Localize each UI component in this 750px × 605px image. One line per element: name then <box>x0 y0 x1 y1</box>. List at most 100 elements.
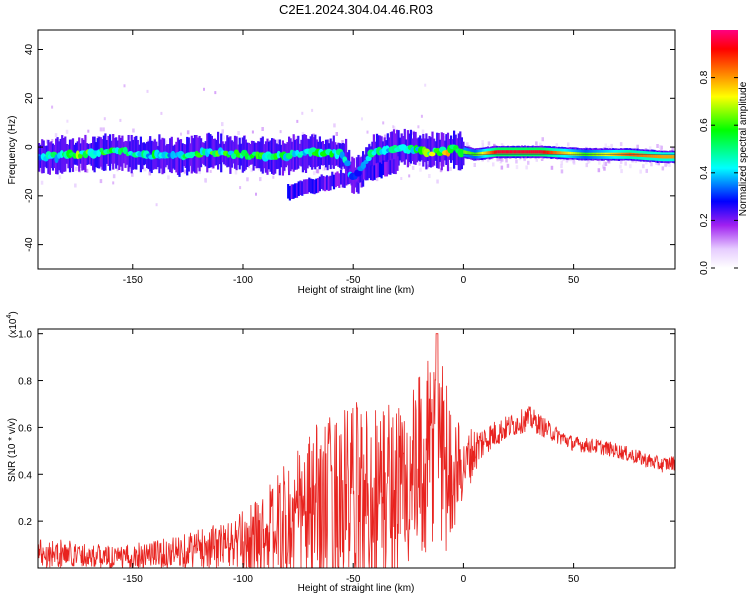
spectrogram-cell <box>380 163 383 179</box>
colorbar: 0.0 0.2 0.4 0.6 0.8 Normalized spectral ampl… <box>699 30 749 275</box>
spectrogram-cell <box>481 151 484 156</box>
spectrogram-cell <box>533 150 536 154</box>
spectrogram-cell <box>557 151 560 155</box>
spectrogram-y-tick-label: -40 <box>24 237 35 252</box>
spectrogram-cell <box>603 166 606 171</box>
spectrogram-cell <box>424 83 427 87</box>
spectrogram-cell <box>119 118 122 122</box>
spectrogram-cell <box>301 111 304 115</box>
spectrogram-cell <box>364 165 367 181</box>
spectrogram-cell <box>449 167 452 171</box>
spectrogram-cell <box>542 150 545 154</box>
spectrogram-cell <box>317 178 320 193</box>
snr-y-axis-label: SNR (10 * v/v) <box>7 418 18 482</box>
spectrogram-cell <box>553 150 556 155</box>
spectrogram-cell <box>417 125 420 129</box>
spectrogram-cell <box>327 176 330 191</box>
spectrogram-cell <box>535 141 538 146</box>
snr-y-tick-label: 1.0 <box>18 330 32 341</box>
spectrogram-cell <box>366 165 369 181</box>
spectrogram-cell <box>481 140 484 145</box>
snr-panel: -150 -100 -50 0 50 0.2 0.4 0.6 0.8 1.0 Height of … <box>6 311 676 594</box>
chart-title: C2E1.2024.304.04.46.R03 <box>279 2 433 17</box>
spectrogram-cell <box>426 164 430 169</box>
spectrogram-cell <box>521 150 524 154</box>
spectrogram-cell <box>619 159 623 164</box>
snr-scale-label: (x104) <box>6 311 19 338</box>
spectrogram-cell <box>495 150 497 154</box>
spectrogram-cell <box>99 179 103 184</box>
spectrogram-cell <box>294 183 297 198</box>
spectrogram-cell <box>501 157 504 162</box>
spectrogram-cell <box>673 155 675 159</box>
snr-y-tick-label: 0.2 <box>18 517 32 528</box>
spectrogram-cell <box>250 168 253 173</box>
spectrogram-cell <box>51 105 54 109</box>
spectrogram-cell <box>198 169 201 174</box>
spectrogram-cell <box>480 152 483 156</box>
spectrogram-cell <box>607 145 610 150</box>
spectrogram-cell <box>79 163 83 168</box>
spectrogram-cell <box>306 179 309 194</box>
spectrogram-cell <box>523 157 526 162</box>
spectrogram-cell <box>536 150 538 154</box>
spectrogram-cell <box>340 170 343 185</box>
spectrogram-cell <box>272 175 275 179</box>
spectrogram-cell <box>569 151 571 156</box>
spectrogram-cell <box>561 151 564 155</box>
spectrogram-cell <box>361 117 363 121</box>
spectrogram-cell <box>570 151 573 156</box>
spectrogram-cell <box>635 153 638 157</box>
spectrogram-cell <box>648 146 652 151</box>
spectrogram-cell <box>144 168 147 172</box>
spectrogram-cell <box>619 164 622 169</box>
spectrogram-cell <box>311 108 314 112</box>
spectrogram-cell <box>421 129 425 134</box>
spectrogram-cell <box>315 169 319 174</box>
spectrogram-cell <box>167 175 170 180</box>
spectrogram-cell <box>610 143 613 148</box>
spectrogram-cell <box>636 144 639 149</box>
spectrogram-cell <box>65 129 69 134</box>
spectrogram-cell <box>559 151 562 155</box>
spectrogram-cell <box>647 154 649 158</box>
spectrogram-cell <box>221 131 224 136</box>
spectrogram-cell <box>508 150 511 154</box>
spectrogram-cell <box>334 172 337 188</box>
spectrogram-cell <box>322 175 325 191</box>
spectrogram-cell <box>492 150 495 155</box>
spectrogram-cell <box>651 154 653 158</box>
spectrogram-cell <box>466 150 468 155</box>
spectrogram-cell <box>295 183 299 198</box>
spectrogram-cell <box>512 150 515 154</box>
spectrogram-cell <box>546 150 549 154</box>
spectrogram-cell <box>391 158 394 174</box>
spectrogram-cell <box>295 136 298 140</box>
spectrogram-cell <box>556 151 558 155</box>
spectrogram-cell <box>279 130 282 134</box>
spectrogram-cell <box>539 142 542 147</box>
spectrogram-cell <box>160 111 163 115</box>
spectrogram-cell <box>112 181 115 185</box>
spectrogram-cell <box>619 142 623 147</box>
spectrogram-cell <box>315 178 318 194</box>
spectrogram-cell <box>620 169 623 174</box>
spectrogram-cell <box>464 150 467 154</box>
spectrogram-cell <box>408 162 411 166</box>
snr-x-axis-label: Height of straight line (km) <box>298 583 415 594</box>
spectrogram-cell <box>652 154 655 158</box>
spectrogram-cell <box>587 159 591 164</box>
spectrogram-cell <box>311 179 314 194</box>
spectrogram-cell <box>506 163 510 168</box>
spectrogram-cell <box>116 168 119 172</box>
colorbar-tick-label: 0.0 <box>699 261 710 275</box>
spectrogram-cell <box>640 153 643 157</box>
spectrogram-cell <box>648 154 651 158</box>
spectrogram-cell <box>103 117 106 121</box>
spectrogram-cell <box>554 151 557 155</box>
spectrogram-cell <box>230 153 237 160</box>
spectrogram-cell <box>485 151 488 155</box>
spectrogram-cell <box>496 157 499 162</box>
spectrogram-cell <box>488 151 491 155</box>
spectrogram-cell <box>526 150 529 154</box>
